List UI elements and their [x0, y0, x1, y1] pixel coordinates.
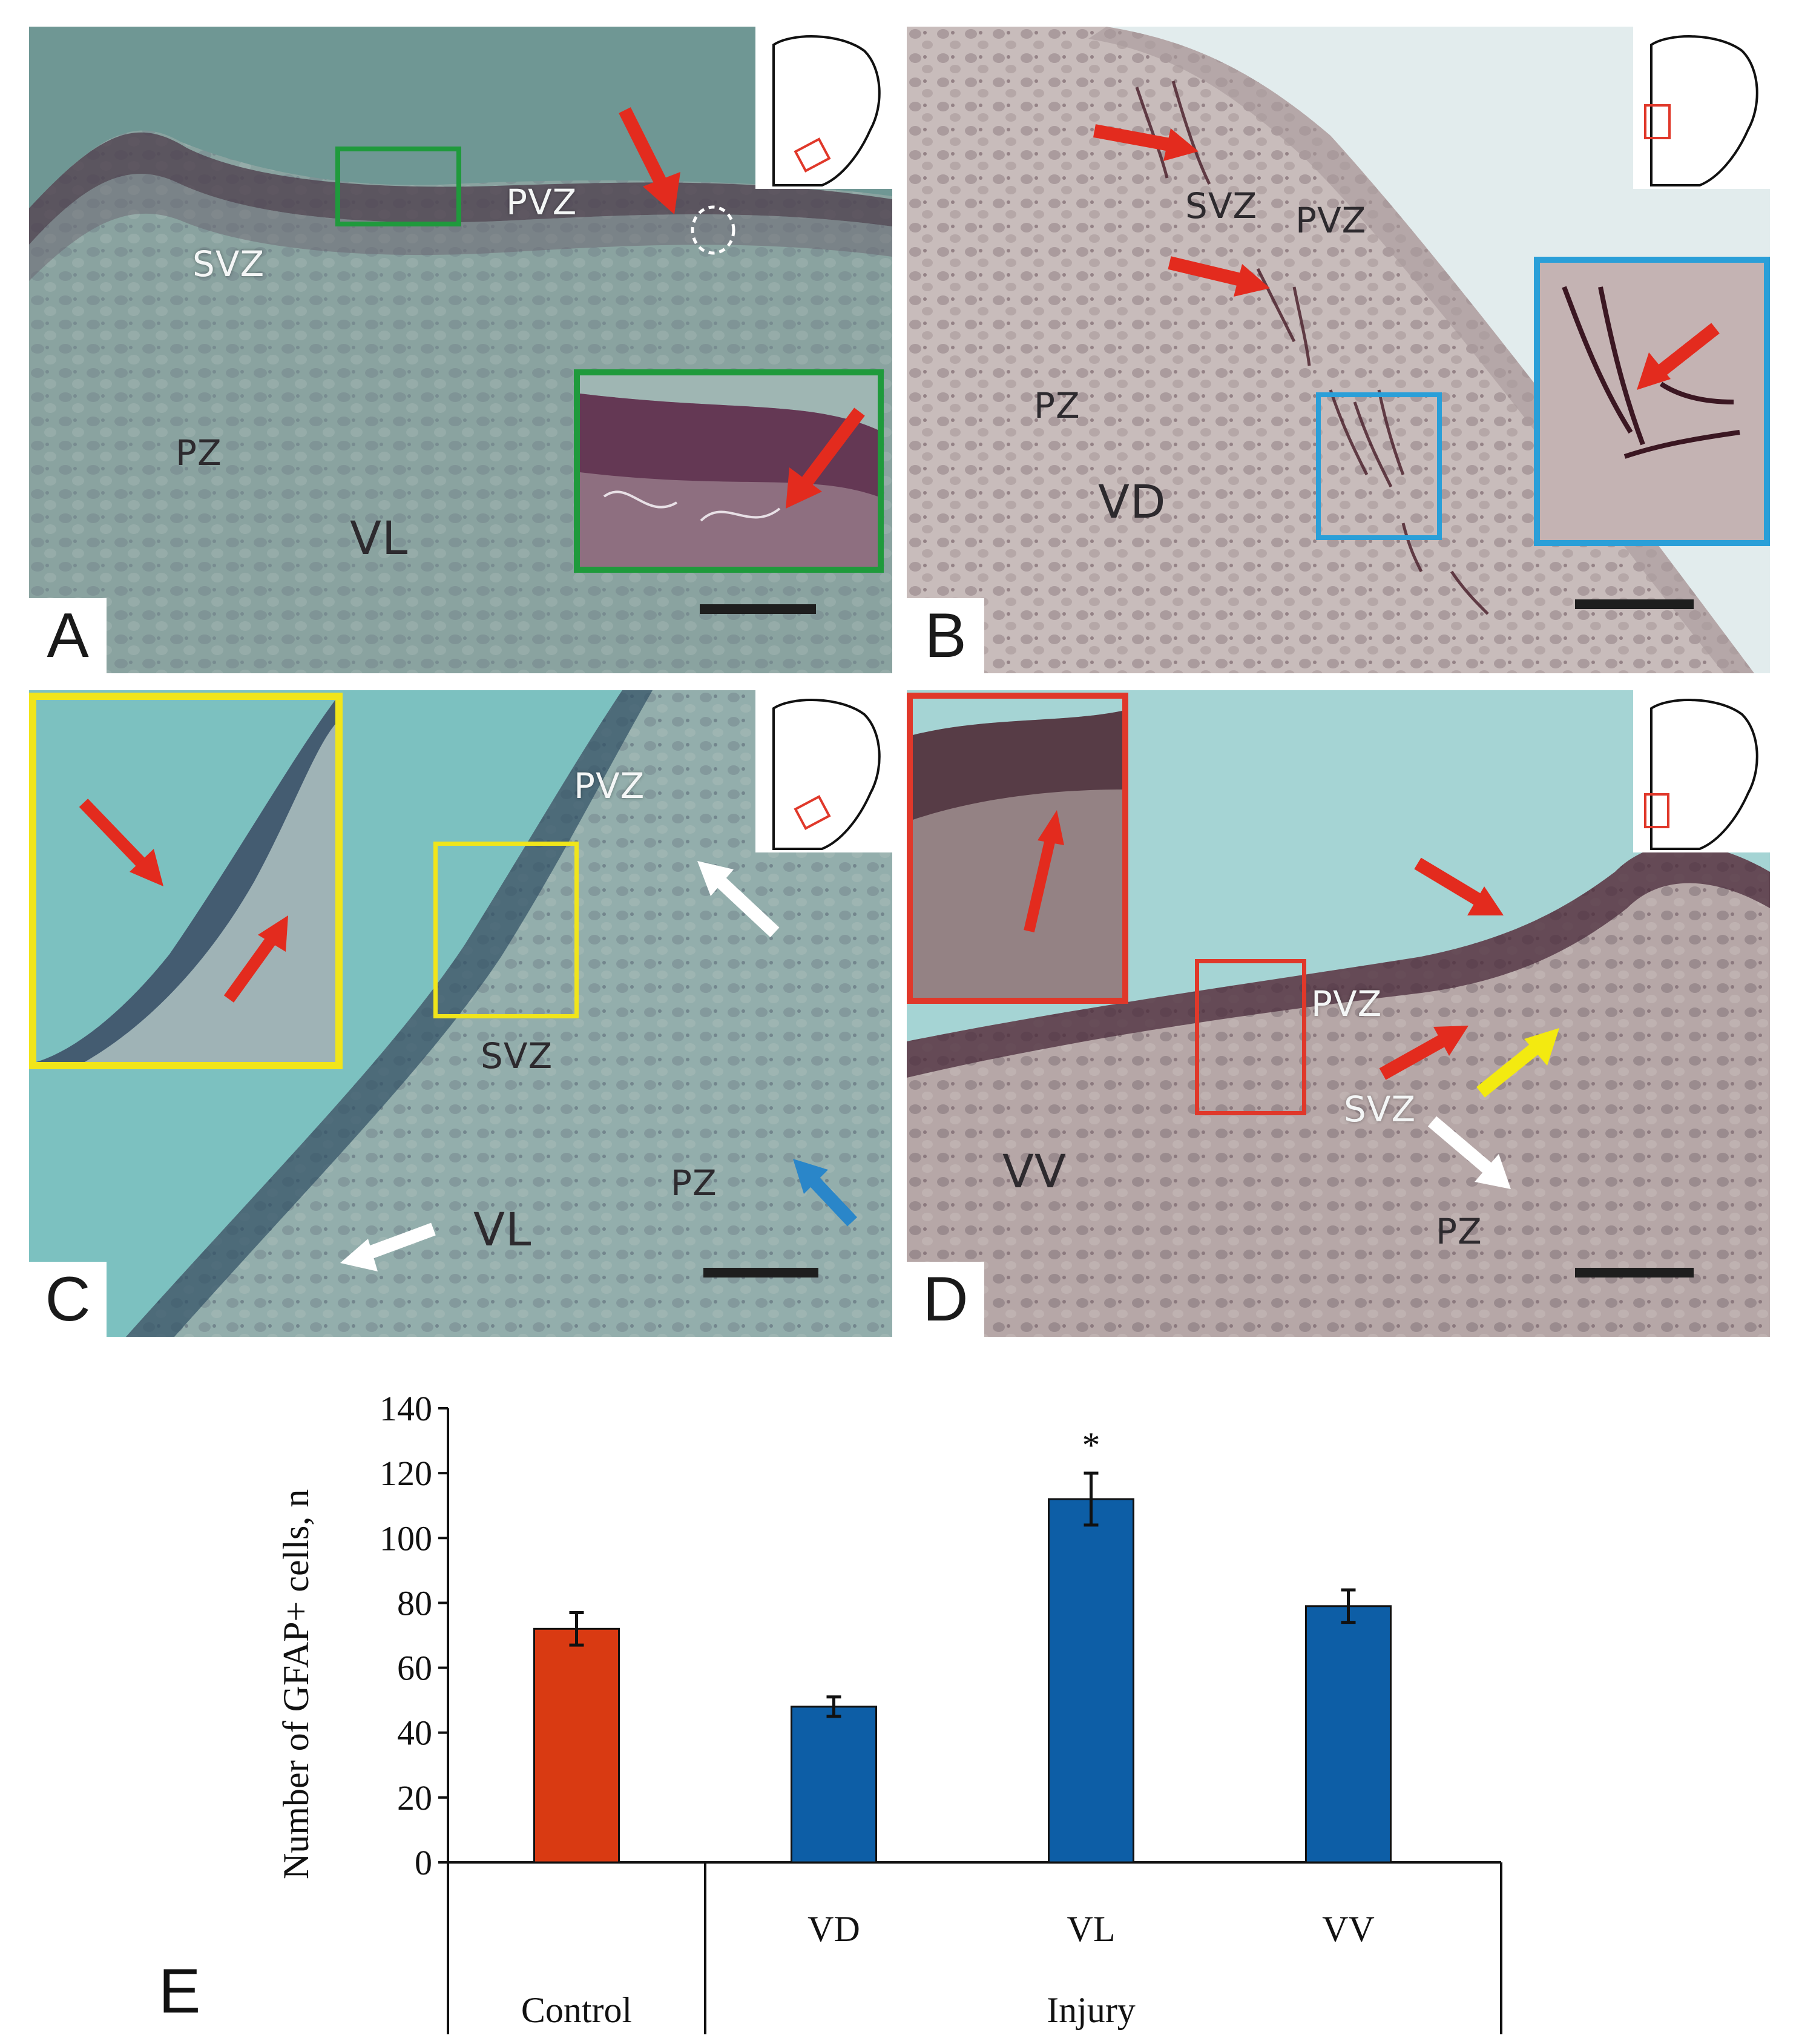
bar: [533, 1627, 620, 1864]
scale-bar: [703, 1268, 818, 1278]
blue-magnified-inset: [1534, 257, 1770, 546]
zone-label-pvz: PVZ: [506, 182, 577, 223]
y-tick-label: 0: [415, 1843, 432, 1882]
yellow-magnified-inset: [29, 693, 343, 1069]
zone-label-pz: PZ: [1436, 1211, 1482, 1252]
category-label: VV: [1322, 1909, 1375, 1949]
group-label: Control: [521, 1990, 632, 2030]
y-tick-label: 140: [380, 1389, 432, 1428]
zone-label-vv: VV: [1002, 1144, 1067, 1198]
bar: [1048, 1498, 1134, 1864]
y-tick-label: 120: [380, 1454, 432, 1493]
y-tick-label: 80: [397, 1583, 432, 1623]
zone-label-vl: VL: [350, 511, 409, 565]
y-tick-label: 20: [397, 1778, 432, 1818]
panel-c-micrograph: PVZ SVZ VL PZ C: [29, 690, 892, 1337]
group-label: Injury: [1047, 1990, 1136, 2030]
panel-b-micrograph: SVZ PVZ PZ VD B: [907, 27, 1770, 673]
zone-label-pvz: PVZ: [574, 765, 645, 806]
red-magnified-inset: [907, 693, 1128, 1004]
gfap-bar-chart: 0 20 40 60 80 100 120 140 VD * VL VV Control Injury: [266, 1368, 1531, 2040]
zone-label-pz: PZ: [176, 432, 222, 473]
zone-label-svz: SVZ: [1185, 185, 1258, 226]
zone-label-pz: PZ: [671, 1162, 717, 1204]
panel-letter: C: [29, 1262, 107, 1337]
category-label: VL: [1067, 1909, 1116, 1949]
y-tick-label: 40: [397, 1713, 432, 1753]
panel-letter-e: E: [159, 1956, 201, 2026]
bar: [1305, 1605, 1392, 1864]
y-tick-label: 100: [380, 1518, 432, 1558]
panel-a-micrograph: PVZ SVZ PZ VL A: [29, 27, 892, 673]
panel-d-micrograph: PVZ SVZ VV PZ D: [907, 690, 1770, 1337]
yellow-roi-box: [433, 842, 579, 1018]
brain-section-schematic-a: [755, 27, 892, 189]
brain-section-schematic-d: [1633, 690, 1770, 852]
zone-label-pz: PZ: [1034, 385, 1080, 426]
zone-label-vd: VD: [1098, 475, 1166, 529]
scale-bar: [700, 604, 816, 614]
zone-label-svz: SVZ: [1344, 1089, 1416, 1130]
panel-a-tissue-image: [29, 27, 892, 673]
zone-label-pvz: PVZ: [1295, 200, 1367, 241]
panel-letter: D: [907, 1262, 984, 1337]
panel-letter: A: [29, 598, 107, 673]
zone-label-svz: SVZ: [192, 243, 265, 285]
brain-section-schematic-b: [1633, 27, 1770, 189]
red-roi-box: [1195, 959, 1306, 1115]
panel-letter: B: [907, 598, 984, 673]
zone-label-svz: SVZ: [481, 1035, 553, 1076]
category-label: VD: [807, 1909, 860, 1949]
bar: [791, 1706, 877, 1864]
green-roi-box: [335, 147, 461, 226]
y-tick-label: 60: [397, 1649, 432, 1688]
chart-plot: 0 20 40 60 80 100 120 140 VD * VL VV Control Injury: [380, 1389, 1502, 2034]
scale-bar: [1575, 1268, 1694, 1278]
brain-section-schematic-c: [755, 690, 892, 852]
blue-roi-box: [1316, 392, 1442, 540]
scale-bar: [1575, 599, 1694, 609]
green-magnified-inset: [574, 369, 884, 573]
significance-marker: *: [1082, 1425, 1100, 1465]
zone-label-vl: VL: [473, 1202, 532, 1256]
zone-label-pvz: PVZ: [1311, 983, 1383, 1024]
